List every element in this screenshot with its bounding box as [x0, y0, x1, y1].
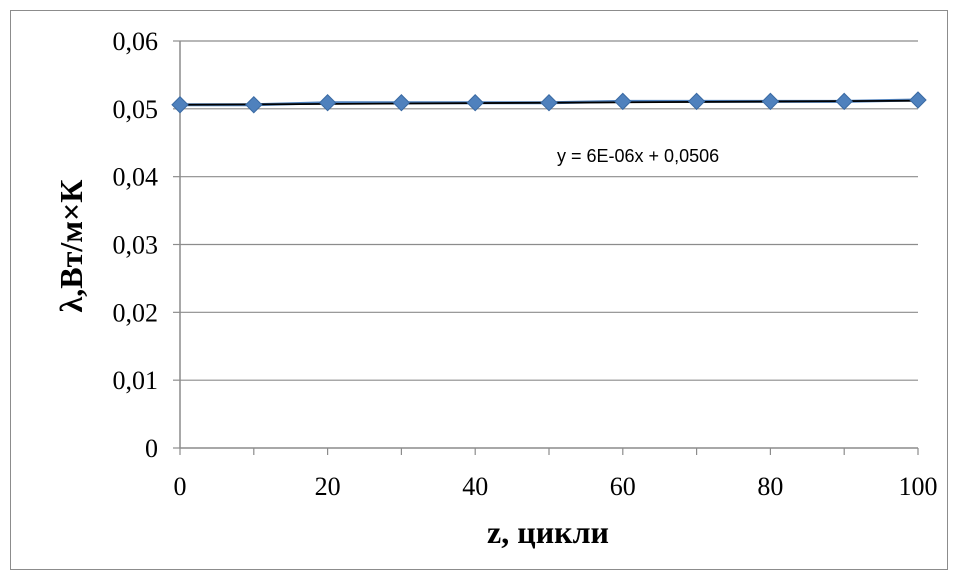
x-tick-label: 100	[899, 472, 938, 501]
y-axis-title: λ,Вт/м×К	[53, 180, 89, 313]
tick-labels: 0 0,01 0,02 0,03 0,04 0,05 0,06 0 20 40 60 80 100	[113, 27, 938, 501]
y-tick-label: 0,06	[113, 27, 159, 56]
data-point-marker	[687, 92, 706, 111]
x-tick-label: 40	[462, 472, 488, 501]
data-point-marker	[909, 91, 927, 109]
x-tick-label: 60	[610, 472, 636, 501]
data-point-marker	[614, 92, 632, 111]
data-point-marker	[245, 96, 263, 114]
data-point-marker	[392, 94, 411, 112]
y-tick-label: 0,02	[113, 298, 159, 327]
data-point-marker	[540, 94, 558, 112]
data-point-marker	[835, 92, 853, 111]
data-point-marker	[171, 96, 189, 114]
trendline-equation: y = 6E-06x + 0,0506	[557, 146, 719, 166]
y-tick-label: 0,04	[113, 163, 159, 192]
y-tick-label: 0,05	[113, 95, 159, 124]
x-tick-label: 20	[315, 472, 341, 501]
x-axis-title: z, цикли	[487, 514, 609, 550]
data-point-marker	[761, 92, 780, 111]
x-tick-label: 0	[174, 472, 187, 501]
data-point-marker	[318, 94, 337, 112]
y-tick-label: 0,03	[113, 231, 159, 260]
y-tick-label: 0,01	[113, 366, 159, 395]
series-layer	[171, 91, 927, 114]
y-tick-label: 0	[145, 434, 158, 463]
x-tick-label: 80	[757, 472, 783, 501]
data-point-marker	[466, 94, 484, 112]
